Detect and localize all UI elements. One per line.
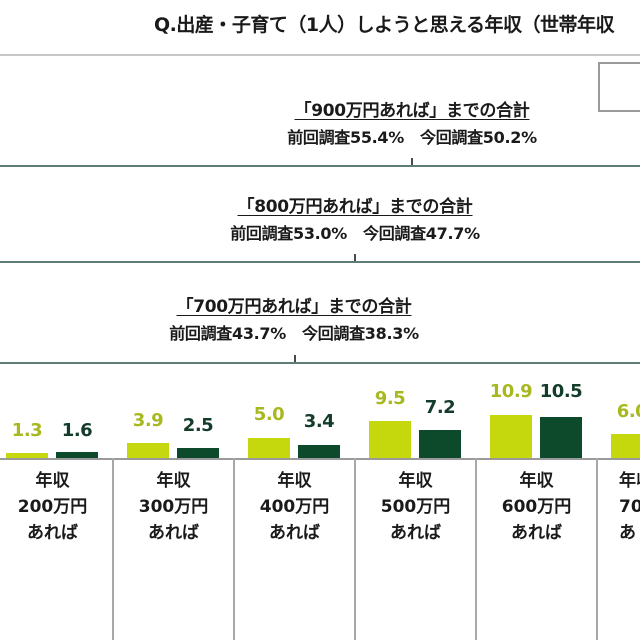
bar-prev-400	[248, 438, 290, 458]
annotation-700: 「700万円あれば」までの合計 前回調査43.7% 今回調査38.3%	[114, 292, 474, 344]
category-label-700: 年収 70 あ	[619, 471, 640, 543]
title-divider	[0, 54, 640, 56]
bar-curr-500	[419, 430, 461, 458]
category-divider	[233, 458, 235, 640]
value-curr-500: 7.2	[424, 397, 456, 418]
bracket-900-tick	[411, 158, 413, 167]
category-label-300: 年収 300万円 あれば	[138, 471, 209, 543]
bar-prev-500	[369, 421, 411, 458]
bar-prev-300	[127, 443, 169, 458]
annotation-900-curr: 今回調査50.2%	[420, 128, 537, 147]
annotation-800: 「800万円あれば」までの合計 前回調査53.0% 今回調査47.7%	[175, 192, 535, 244]
category-label-500: 年収 500万円 あれば	[380, 471, 451, 543]
annotation-900-heading: 「900万円あれば」までの合計	[294, 101, 530, 121]
bar-curr-200	[56, 452, 98, 458]
bar-curr-300	[177, 448, 219, 458]
legend-box	[598, 62, 640, 112]
annotation-700-prev: 前回調査43.7%	[169, 324, 286, 343]
bracket-800-line	[0, 261, 640, 263]
value-prev-500: 9.5	[374, 388, 406, 409]
value-curr-300: 2.5	[182, 415, 214, 436]
annotation-800-curr: 今回調査47.7%	[363, 224, 480, 243]
bracket-700-tick	[294, 355, 296, 364]
annotation-700-curr: 今回調査38.3%	[302, 324, 419, 343]
value-curr-400: 3.4	[303, 411, 335, 432]
category-divider	[112, 458, 114, 640]
annotation-800-heading: 「800万円あれば」までの合計	[237, 197, 473, 217]
value-curr-600: 10.5	[539, 381, 583, 402]
bar-prev-600	[490, 415, 532, 458]
x-axis-baseline	[0, 458, 640, 460]
value-prev-700: 6.0	[616, 401, 640, 422]
category-label-600: 年収 600万円 あれば	[501, 471, 572, 543]
chart-title: Q.出産・子育て（1人）しようと思える年収（世帯年収	[154, 14, 615, 36]
annotation-800-prev: 前回調査53.0%	[230, 224, 347, 243]
value-curr-200: 1.6	[61, 420, 93, 441]
category-divider	[475, 458, 477, 640]
category-label-400: 年収 400万円 あれば	[259, 471, 330, 543]
annotation-900-prev: 前回調査55.4%	[287, 128, 404, 147]
annotation-700-heading: 「700万円あれば」までの合計	[176, 297, 412, 317]
bar-prev-200	[6, 453, 48, 458]
bar-curr-600	[540, 417, 582, 458]
value-prev-400: 5.0	[253, 404, 285, 425]
category-divider	[354, 458, 356, 640]
value-prev-300: 3.9	[132, 410, 164, 431]
bracket-800-tick	[354, 254, 356, 263]
value-prev-200: 1.3	[11, 420, 43, 441]
category-label-200: 年収 200万円 あれば	[17, 471, 88, 543]
bar-curr-400	[298, 445, 340, 458]
annotation-900: 「900万円あれば」までの合計 前回調査55.4% 今回調査50.2%	[232, 96, 592, 148]
bracket-900-line	[0, 165, 640, 167]
category-divider	[596, 458, 598, 640]
bracket-700-line	[0, 362, 640, 364]
bar-prev-700	[611, 434, 640, 458]
value-prev-600: 10.9	[489, 381, 533, 402]
